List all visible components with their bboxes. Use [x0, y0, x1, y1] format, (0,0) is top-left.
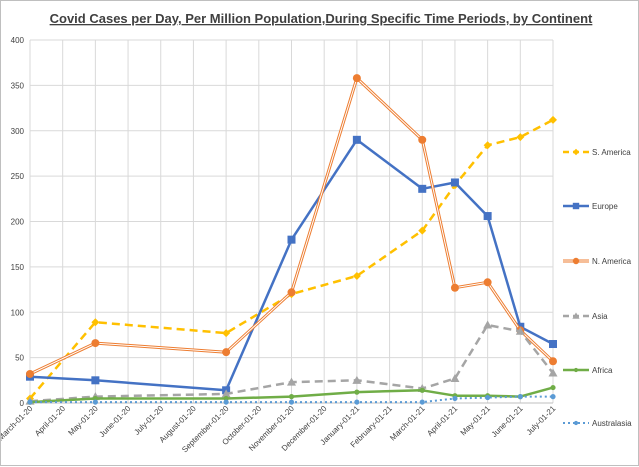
data-point-n-america — [26, 369, 34, 378]
y-tick-label: 300 — [11, 127, 25, 136]
y-tick-label: 400 — [11, 36, 25, 45]
series-n-america — [26, 74, 557, 378]
data-point-n-america — [418, 135, 427, 144]
data-point-s-america — [352, 271, 361, 280]
legend-item-australasia: Australasia — [563, 419, 632, 428]
legend-marker-africa — [573, 367, 579, 373]
data-point-asia — [221, 389, 231, 398]
legend-item-s-america: S. America — [563, 148, 631, 157]
data-point-asia — [483, 320, 493, 329]
data-point-asia — [515, 326, 525, 335]
data-point-n-america — [483, 278, 492, 287]
x-tick-label: March-01-21 — [388, 404, 427, 443]
data-point-africa — [419, 387, 425, 393]
data-point-s-america — [222, 329, 231, 338]
data-point-australasia — [354, 399, 360, 405]
data-point-australasia — [92, 399, 98, 405]
data-point-europe — [549, 340, 557, 349]
data-point-africa — [354, 389, 360, 395]
legend-item-europe: Europe — [563, 202, 618, 211]
legend-label-asia: Asia — [592, 312, 608, 321]
y-tick-label: 100 — [11, 308, 25, 317]
gridlines — [29, 39, 554, 404]
series-line-australasia — [30, 395, 553, 404]
data-point-australasia — [27, 399, 33, 405]
data-point-asia — [450, 373, 460, 382]
legend-marker-n-america — [572, 257, 580, 265]
data-point-europe — [91, 376, 100, 385]
data-point-n-america — [91, 339, 100, 348]
x-tick-label: June-01-21 — [490, 404, 525, 439]
legend-item-asia: Asia — [563, 312, 608, 321]
legend-marker-s-america — [572, 148, 580, 156]
series-australasia — [27, 394, 556, 405]
series-line-europe — [29, 138, 554, 392]
legend-marker-australasia — [573, 420, 579, 426]
data-point-australasia — [485, 394, 491, 401]
y-tick-label: 200 — [11, 218, 25, 227]
y-tick-label: 0 — [20, 399, 25, 408]
series-line-s-america — [29, 118, 554, 400]
data-point-australasia — [223, 399, 229, 405]
data-point-s-america — [516, 133, 525, 142]
data-point-asia — [287, 377, 296, 386]
x-tick-label: May-01-21 — [459, 404, 493, 438]
y-tick-label: 350 — [11, 81, 25, 90]
series-line-africa — [29, 386, 554, 404]
data-point-asia — [548, 368, 558, 377]
legend-label-europe: Europe — [592, 202, 618, 211]
legend-item-africa: Africa — [563, 366, 613, 375]
legend-marker-europe — [572, 202, 580, 210]
x-tick-label: July-01-20 — [132, 404, 165, 437]
data-point-europe — [450, 178, 459, 187]
x-tick-label: June-01-20 — [97, 404, 132, 439]
data-point-s-america — [91, 318, 100, 327]
data-point-n-america — [287, 288, 296, 297]
data-point-africa — [92, 395, 98, 402]
data-point-australasia — [419, 399, 425, 405]
x-tick-label: May-01-20 — [66, 404, 100, 438]
data-point-australasia — [517, 394, 523, 400]
x-tick-label: March-01-20 — [1, 404, 35, 443]
legend-label-africa: Africa — [592, 366, 613, 375]
data-point-s-america — [483, 141, 492, 150]
legend-label-australasia: Australasia — [592, 419, 632, 428]
plot-area — [25, 74, 558, 405]
series-line-inner-n-america — [29, 77, 554, 375]
legend-item-n-america: N. America — [563, 257, 632, 266]
data-point-n-america — [450, 283, 459, 292]
data-point-asia — [352, 375, 362, 384]
data-point-africa — [288, 394, 295, 400]
y-tick-label: 250 — [11, 172, 25, 181]
chart-title: Covid Cases per Day, Per Million Populat… — [50, 11, 593, 26]
data-point-europe — [418, 184, 427, 193]
data-point-australasia — [452, 395, 458, 402]
y-tick-label: 150 — [11, 263, 25, 272]
x-tick-label: April-01-21 — [425, 404, 459, 438]
legend-label-n-america: N. America — [592, 257, 632, 266]
data-point-europe — [483, 212, 492, 221]
legend-marker-asia — [572, 312, 580, 319]
series-line-asia — [29, 323, 554, 403]
axes: 050100150200250300350400March-01-20April… — [1, 36, 558, 454]
data-point-s-america — [418, 226, 427, 235]
data-point-africa — [550, 384, 556, 391]
data-point-africa — [223, 395, 229, 402]
data-point-n-america — [352, 74, 361, 83]
data-point-n-america — [549, 357, 557, 366]
data-point-s-america — [549, 115, 557, 124]
data-point-n-america — [222, 348, 231, 357]
y-tick-label: 50 — [15, 354, 24, 363]
legend: S. America Europe N. America Asia Africa Aust… — [563, 148, 632, 428]
data-point-europe — [287, 235, 296, 244]
data-point-europe — [352, 135, 361, 144]
legend-label-s-america: S. America — [592, 148, 631, 157]
x-tick-label: July-01-21 — [525, 404, 558, 437]
data-point-australasia — [288, 399, 295, 405]
x-tick-label: April-01-20 — [33, 404, 67, 438]
data-point-australasia — [550, 394, 556, 400]
